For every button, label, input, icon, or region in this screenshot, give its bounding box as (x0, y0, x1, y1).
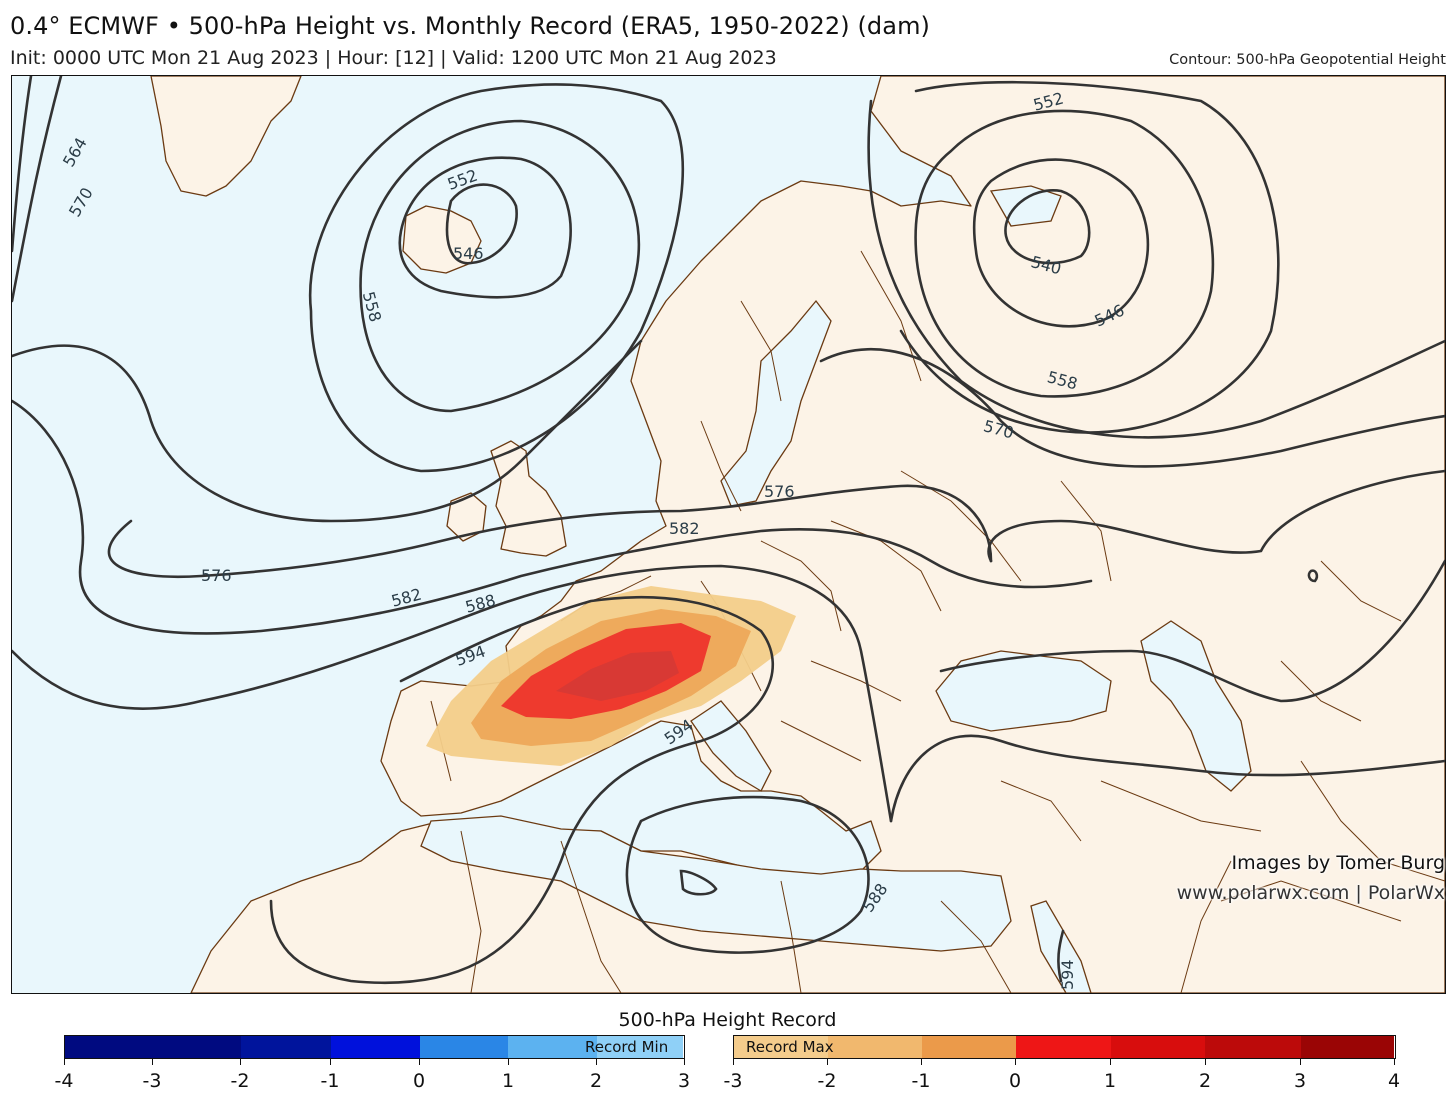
map-panel: 564 570 552 546 558 552 540 546 558 570 … (11, 75, 1446, 994)
colorbar-segment (1205, 1036, 1301, 1058)
colorbar-segment (922, 1036, 1016, 1058)
chart-title: 0.4° ECMWF • 500-hPa Height vs. Monthly … (10, 12, 931, 40)
chart-subtitle: Init: 0000 UTC Mon 21 Aug 2023 | Hour: [… (10, 47, 777, 69)
record-max-tick-label: -3 (723, 1070, 743, 1092)
record-max-tick (827, 1059, 828, 1065)
record-max-tick (1394, 1059, 1395, 1065)
record-max-tick-label: 1 (1103, 1070, 1117, 1092)
record-min-tick (152, 1059, 153, 1065)
colorbar-segment (734, 1036, 828, 1058)
record-min-tick-label: -1 (320, 1070, 340, 1092)
greenland (150, 76, 302, 197)
black-sea (935, 650, 1112, 732)
caspian-sea (1140, 620, 1252, 792)
record-min-tick-label: -3 (142, 1070, 162, 1092)
contour-labels: 564 570 552 546 558 552 540 546 558 570 … (59, 89, 1127, 990)
record-min-tick-label: -2 (230, 1070, 250, 1092)
record-max-shading (426, 586, 796, 766)
record-min-tick-label: 0 (412, 1070, 426, 1092)
record-min-tick-label: 1 (501, 1070, 515, 1092)
record-min-tick (330, 1059, 331, 1065)
credit-website[interactable]: www.polarwx.com | PolarWx (1176, 882, 1445, 904)
record-min-tick (684, 1059, 685, 1065)
weather-map: 564 570 552 546 558 552 540 546 558 570 … (12, 76, 1445, 993)
record-max-tick (1300, 1059, 1301, 1065)
record-min-tick-label: -4 (54, 1070, 74, 1092)
colorbar-segment (597, 1036, 683, 1058)
record-max-label: Record Max (746, 1038, 834, 1056)
adriatic-sea (690, 700, 772, 792)
inland-seas (420, 185, 1252, 993)
record-min-tick-label: 2 (589, 1070, 603, 1092)
record-max-tick-label: 3 (1293, 1070, 1307, 1092)
credit-author: Images by Tomer Burg (1231, 852, 1445, 874)
record-min-tick (240, 1059, 241, 1065)
record-min-label: Record Min (585, 1038, 669, 1056)
record-max-tick-label: -1 (911, 1070, 931, 1092)
iceland (402, 205, 482, 274)
record-max-tick (1015, 1059, 1016, 1065)
record-max-tick-label: 4 (1387, 1070, 1401, 1092)
colorbar-segment (1301, 1036, 1394, 1058)
record-min-tick (596, 1059, 597, 1065)
record-max-tick-label: -2 (817, 1070, 837, 1092)
colorbar-segment (331, 1036, 420, 1058)
colorbar-segment (1016, 1036, 1111, 1058)
record-min-tick (64, 1059, 65, 1065)
contour-label: 576 (764, 482, 795, 501)
record-min-tick (419, 1059, 420, 1065)
colorbar-title: 500-hPa Height Record (618, 1009, 837, 1031)
height-contours (12, 76, 1445, 985)
colorbar-segment (65, 1036, 241, 1058)
contour-note: Contour: 500-hPa Geopotential Height (1169, 52, 1446, 68)
red-sea (1030, 900, 1092, 993)
colorbar-segment (241, 1036, 331, 1058)
mediterranean-sea (420, 815, 1012, 952)
record-max-tick (1110, 1059, 1111, 1065)
record-max-colorbar (733, 1035, 1396, 1059)
colorbar-segment (1111, 1036, 1205, 1058)
contour-label: 582 (669, 519, 700, 538)
record-max-tick (1205, 1059, 1206, 1065)
colorbar-segment (420, 1036, 508, 1058)
baltic-sea (720, 299, 832, 507)
contour-label: 594 (1058, 959, 1077, 990)
record-max-tick (733, 1059, 734, 1065)
record-min-tick-label: 3 (677, 1070, 691, 1092)
colorbar-segment (508, 1036, 597, 1058)
contour-label: 546 (453, 244, 484, 263)
record-max-tick-label: 0 (1008, 1070, 1022, 1092)
record-min-colorbar (64, 1035, 685, 1059)
record-max-tick (921, 1059, 922, 1065)
record-max-tick-label: 2 (1198, 1070, 1212, 1092)
contour-label: 576 (201, 566, 232, 585)
colorbar-segment (828, 1036, 922, 1058)
record-min-tick (508, 1059, 509, 1065)
